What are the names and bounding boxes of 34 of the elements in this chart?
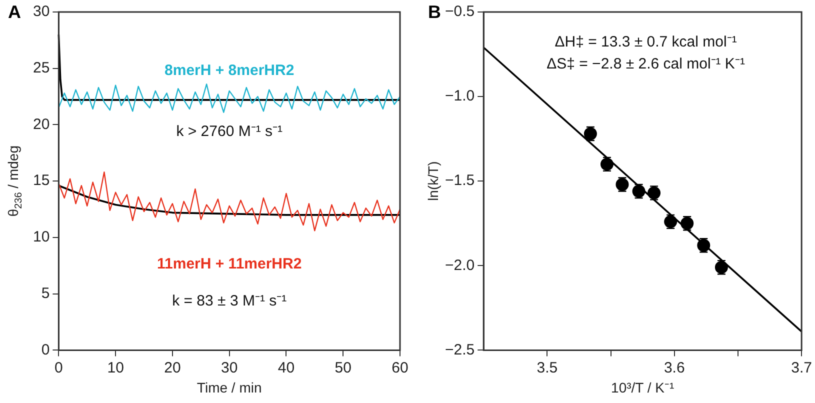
annotation: ΔS‡ = −2.8 ± 2.6 cal mol⁻¹ K⁻¹ bbox=[546, 56, 745, 73]
x-tick-label: 40 bbox=[278, 359, 295, 376]
x-tick-label: 0 bbox=[54, 359, 63, 376]
y-axis-title: θ236 / mdeg bbox=[4, 146, 25, 217]
y-tick-label: 10 bbox=[32, 228, 50, 246]
x-axis-title: 10³/T / K⁻¹ bbox=[611, 379, 674, 396]
annotation: k = 83 ± 3 M⁻¹ s⁻¹ bbox=[172, 292, 287, 310]
x-tick-label: 60 bbox=[392, 359, 408, 376]
y-tick-label: −1.5 bbox=[444, 172, 475, 190]
y-tick-label: −2.5 bbox=[444, 341, 475, 358]
y-tick-label: 20 bbox=[32, 116, 50, 133]
y-tick-label: 25 bbox=[32, 60, 50, 77]
x-tick-label: 10 bbox=[107, 359, 124, 376]
annotation: k > 2760 M⁻¹ s⁻¹ bbox=[176, 123, 282, 140]
x-tick-label: 50 bbox=[334, 359, 352, 376]
x-tick-label: 3.7 bbox=[791, 359, 812, 376]
x-tick-label: 20 bbox=[164, 359, 181, 376]
annotation: ΔH‡ = 13.3 ± 0.7 kcal mol⁻¹ bbox=[554, 34, 737, 51]
y-tick-label: −1.0 bbox=[444, 88, 475, 105]
y-tick-label: 15 bbox=[32, 172, 50, 190]
series-label: 11merH + 11merHR2 bbox=[157, 255, 302, 272]
x-axis-title: Time / min bbox=[196, 379, 262, 396]
y-tick-label: 30 bbox=[32, 3, 50, 20]
x-tick-label: 3.6 bbox=[664, 359, 685, 376]
x-tick-label: 3.5 bbox=[536, 359, 558, 376]
y-tick-label: −0.5 bbox=[444, 3, 475, 20]
series-label: 8merH + 8merHR2 bbox=[164, 62, 294, 79]
x-tick-label: 30 bbox=[221, 359, 238, 376]
chart-title: A bbox=[8, 2, 21, 22]
y-tick-label: 5 bbox=[41, 284, 50, 302]
chart-title: B bbox=[428, 2, 441, 22]
y-tick-label: −2.0 bbox=[444, 256, 475, 274]
y-tick-label: 0 bbox=[41, 341, 50, 358]
y-axis-title: ln(k/T) bbox=[424, 161, 441, 201]
